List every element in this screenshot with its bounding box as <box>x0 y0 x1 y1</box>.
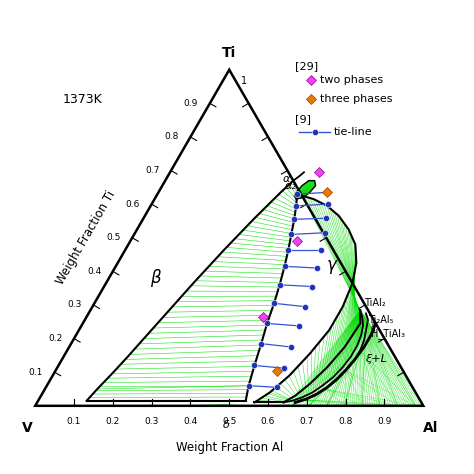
Text: 0.3: 0.3 <box>145 417 159 426</box>
Text: H_TiAl₃: H_TiAl₃ <box>371 328 405 339</box>
Polygon shape <box>294 181 316 199</box>
Text: ξ: ξ <box>370 322 375 332</box>
Text: δ: δ <box>223 419 230 429</box>
Text: Ti: Ti <box>222 46 237 60</box>
Text: TiAl₂: TiAl₂ <box>364 298 386 308</box>
Text: 0.5: 0.5 <box>106 233 120 242</box>
Text: α₂: α₂ <box>284 181 296 191</box>
Text: tie-line: tie-line <box>334 127 373 137</box>
Text: 0.1: 0.1 <box>67 417 81 426</box>
Text: three phases: three phases <box>320 94 393 104</box>
Text: 0.4: 0.4 <box>183 417 198 426</box>
Text: 1: 1 <box>241 75 247 86</box>
Text: V: V <box>22 421 33 435</box>
Text: [29]: [29] <box>295 61 319 71</box>
Text: ξ+L: ξ+L <box>365 354 387 364</box>
Text: 0.2: 0.2 <box>106 417 120 426</box>
Text: γ: γ <box>327 255 337 273</box>
Text: 0.4: 0.4 <box>87 267 101 276</box>
Text: 0.2: 0.2 <box>48 334 63 343</box>
Text: 0.6: 0.6 <box>126 200 140 209</box>
Text: Weight Fraction Al: Weight Fraction Al <box>175 441 283 454</box>
Text: 0.7: 0.7 <box>145 166 159 175</box>
Text: 1373K: 1373K <box>63 93 102 106</box>
Text: 0.8: 0.8 <box>164 132 179 141</box>
Text: Al: Al <box>423 421 439 435</box>
Text: Weight Fraction Ti: Weight Fraction Ti <box>54 189 118 287</box>
Text: 0.9: 0.9 <box>184 99 198 108</box>
Text: 0.9: 0.9 <box>377 417 392 426</box>
Text: 0.1: 0.1 <box>28 368 43 377</box>
Text: 0.5: 0.5 <box>222 417 237 426</box>
Text: 0.6: 0.6 <box>261 417 275 426</box>
Text: Ti₂Al₅: Ti₂Al₅ <box>368 315 393 325</box>
Text: α: α <box>283 174 291 184</box>
Text: two phases: two phases <box>320 75 383 85</box>
Text: 0.7: 0.7 <box>300 417 314 426</box>
Text: [9]: [9] <box>295 114 311 124</box>
Text: 0.3: 0.3 <box>67 301 82 310</box>
Text: β: β <box>150 269 161 287</box>
Text: 0.8: 0.8 <box>338 417 353 426</box>
